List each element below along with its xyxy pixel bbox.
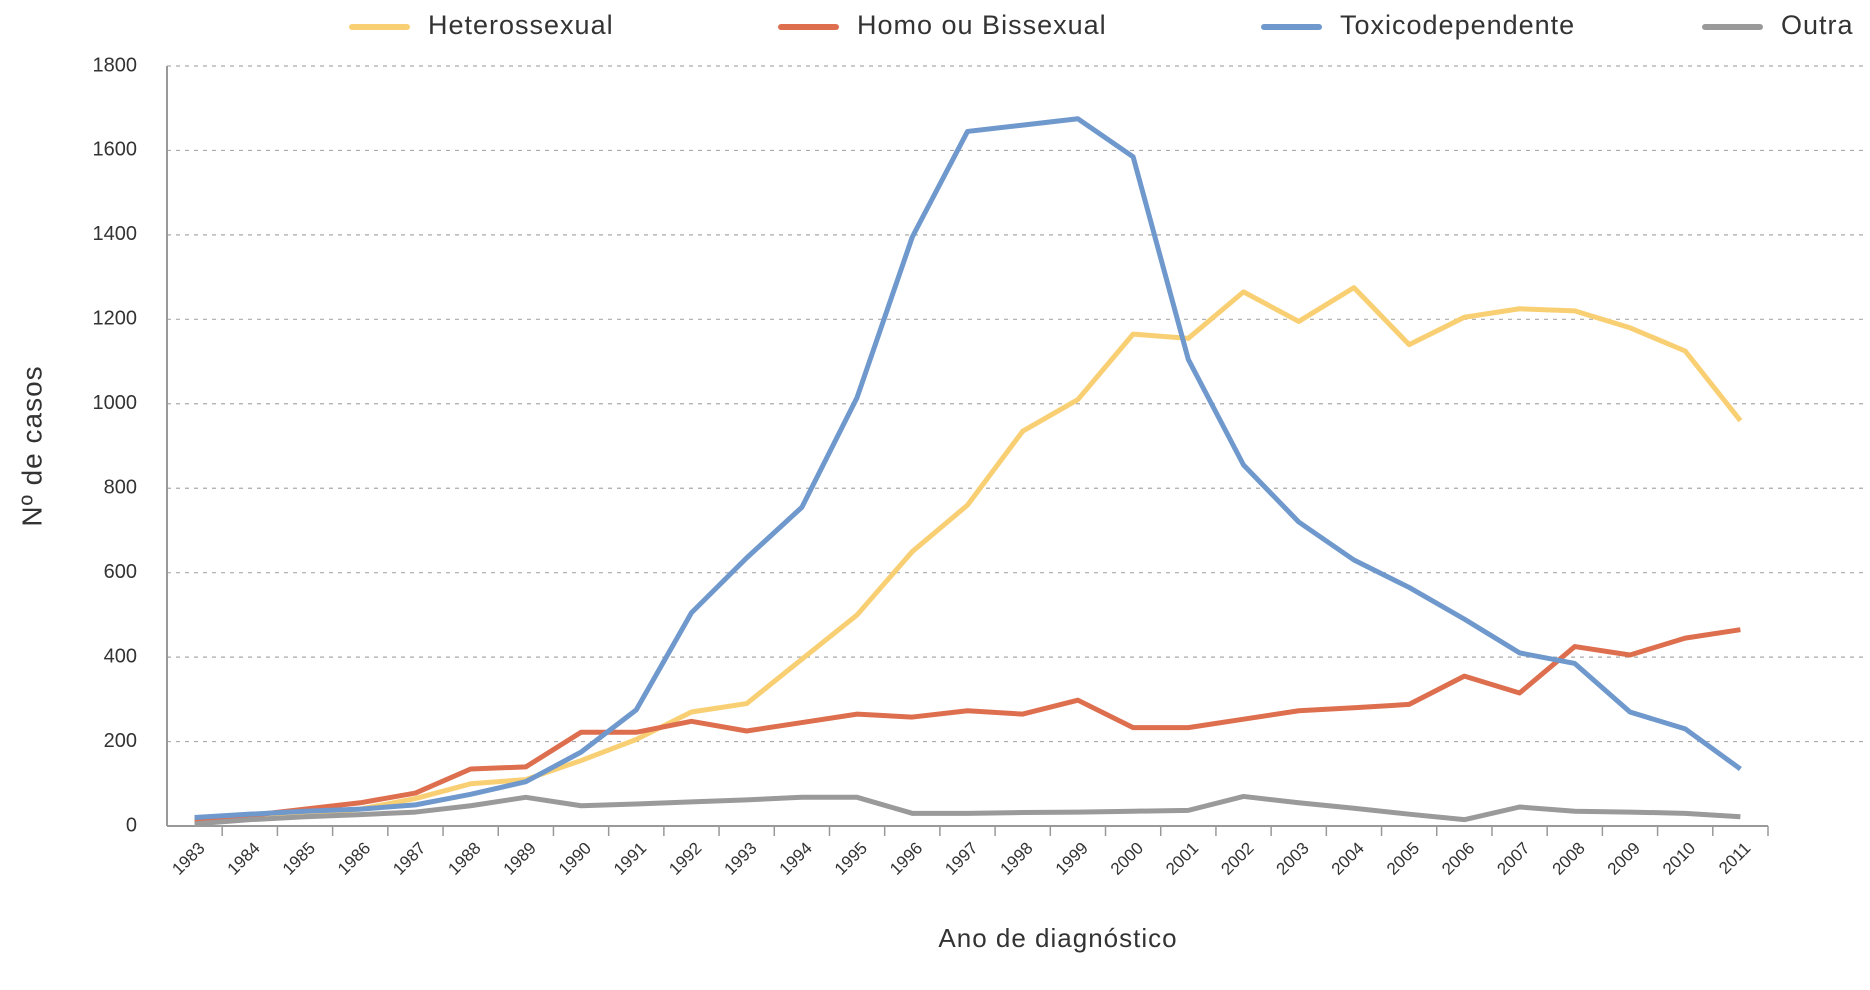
series-line [194,627,1741,823]
x-tick-label: 1992 [665,839,705,879]
legend-label: Outra [1781,10,1854,40]
x-tick-label: 2000 [1107,839,1147,879]
y-tick-label: 400 [104,645,137,667]
x-tick-label: 2011 [1715,839,1754,878]
x-tick-label: 2003 [1273,839,1313,879]
x-tick-label: 1998 [997,839,1037,879]
x-tick-label: 2008 [1549,839,1589,879]
y-tick-label: 0 [126,814,137,836]
series-line [194,285,1743,825]
series-line [194,116,1742,821]
x-tick-label: 1991 [610,839,650,879]
y-tick-label: 1400 [93,223,138,245]
x-tick-label: 2005 [1383,839,1423,879]
x-tick-label: 1990 [555,839,595,879]
x-tick-label: 2009 [1604,839,1644,879]
legend-label: Heterossexual [428,10,614,40]
x-tick-label: 2001 [1162,839,1202,879]
y-tick-label: 600 [104,561,137,583]
y-axis-label: Nº de casos [16,365,47,526]
x-tick-label: 1999 [1052,839,1092,879]
y-tick-label: 1200 [93,308,138,330]
x-tick-label: 1983 [168,839,208,879]
x-tick-label: 2002 [1217,839,1257,879]
x-tick-label: 2006 [1438,839,1478,879]
x-tick-label: 1993 [720,839,760,879]
y-tick-label: 1000 [93,392,138,414]
legend-label: Homo ou Bissexual [857,10,1107,40]
x-tick-label: 2010 [1659,839,1699,879]
x-tick-label: 1988 [444,839,484,879]
x-tick-label: 2004 [1328,839,1368,879]
x-axis-label: Ano de diagnóstico [938,923,1177,953]
x-tick-label: 1997 [941,839,981,879]
y-tick-label: 200 [104,730,137,752]
series-line [194,793,1741,827]
x-tick-label: 1985 [279,839,319,879]
x-tick-label: 1994 [776,839,816,879]
y-tick-label: 1800 [93,54,138,76]
x-tick-label: 1986 [334,839,374,879]
y-tick-label: 1600 [93,139,138,161]
legend-label: Toxicodependente [1340,10,1575,40]
x-tick-label: 1995 [831,839,871,879]
x-tick-label: 1987 [389,839,429,879]
x-tick-label: 2007 [1493,839,1533,879]
x-tick-label: 1989 [500,839,540,879]
x-tick-label: 1984 [224,839,264,879]
y-tick-label: 800 [104,477,137,499]
x-tick-label: 1996 [886,839,926,879]
